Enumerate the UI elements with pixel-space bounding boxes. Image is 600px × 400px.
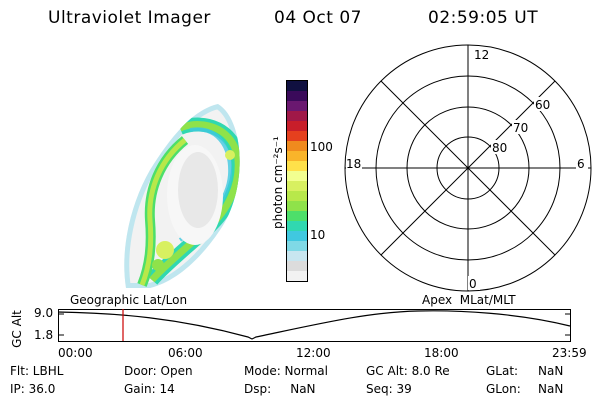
gc-alt-axis-label: GC Alt [10, 310, 24, 348]
glon-value: NaN [538, 382, 564, 396]
colorbar-swatch [287, 171, 307, 181]
mlt-label-0: 0 [469, 277, 477, 291]
colorbar-swatch [287, 81, 307, 91]
colorbar-swatch [287, 161, 307, 171]
gc-alt-status: GC Alt: 8.0 Re [366, 364, 450, 378]
time-tick-1200: 12:00 [296, 346, 331, 360]
dsp-status: Dsp: NaN [244, 382, 316, 396]
lat-label-70: 70 [513, 121, 528, 135]
time-label: 02:59:05 UT [428, 8, 539, 28]
alt-tick-high: 9.0 [34, 306, 54, 320]
glat-value: NaN [538, 364, 564, 378]
colorbar-swatch [287, 111, 307, 121]
apex-caption: Apex MLat/MLT [422, 293, 516, 307]
colorbar-tick-10: 10 [310, 228, 326, 242]
colorbar-swatch [287, 91, 307, 101]
mlt-label-12: 12 [474, 48, 489, 62]
colorbar-swatch [287, 221, 307, 231]
door-status: Door: Open [124, 364, 193, 378]
glon-label: GLon: [486, 382, 521, 396]
colorbar-swatch [287, 211, 307, 221]
colorbar-swatch [287, 181, 307, 191]
colorbar-swatch [287, 251, 307, 261]
mode-status: Mode: Normal [244, 364, 328, 378]
gain-status: Gain: 14 [124, 382, 175, 396]
alt-tick-low: 1.8 [34, 328, 54, 342]
geographic-caption: Geographic Lat/Lon [70, 293, 188, 307]
seq-status: Seq: 39 [366, 382, 412, 396]
polar-grid: 12 18 6 0 60 70 80 [344, 44, 592, 292]
colorbar [286, 80, 308, 282]
colorbar-tick-100: 100 [310, 140, 333, 154]
aurora-image [124, 104, 240, 288]
time-tick-0000: 00:00 [58, 346, 93, 360]
time-tick-0600: 06:00 [168, 346, 203, 360]
mlt-label-6: 6 [577, 157, 585, 171]
ip-status: IP: 36.0 [10, 382, 56, 396]
lat-label-60: 60 [535, 98, 550, 112]
colorbar-swatch [287, 121, 307, 131]
colorbar-unit-label: photon cm⁻²s⁻¹ [271, 136, 285, 229]
colorbar-swatch [287, 191, 307, 201]
instrument-title: Ultraviolet Imager [48, 8, 211, 28]
colorbar-swatch [287, 241, 307, 251]
colorbar-swatch [287, 141, 307, 151]
date-label: 04 Oct 07 [274, 8, 362, 28]
colorbar-swatch [287, 101, 307, 111]
mlt-label-18: 18 [346, 157, 361, 171]
glat-label: GLat: [486, 364, 519, 378]
time-tick-1800: 18:00 [424, 346, 459, 360]
filter-status: Flt: LBHL [10, 364, 64, 378]
lat-label-80: 80 [492, 141, 507, 155]
colorbar-swatch [287, 261, 307, 271]
altitude-plot [58, 309, 571, 342]
time-tick-2359: 23:59 [552, 346, 587, 360]
colorbar-swatch [287, 271, 307, 281]
colorbar-swatch [287, 131, 307, 141]
colorbar-swatch [287, 151, 307, 161]
colorbar-swatch [287, 201, 307, 211]
colorbar-swatch [287, 231, 307, 241]
